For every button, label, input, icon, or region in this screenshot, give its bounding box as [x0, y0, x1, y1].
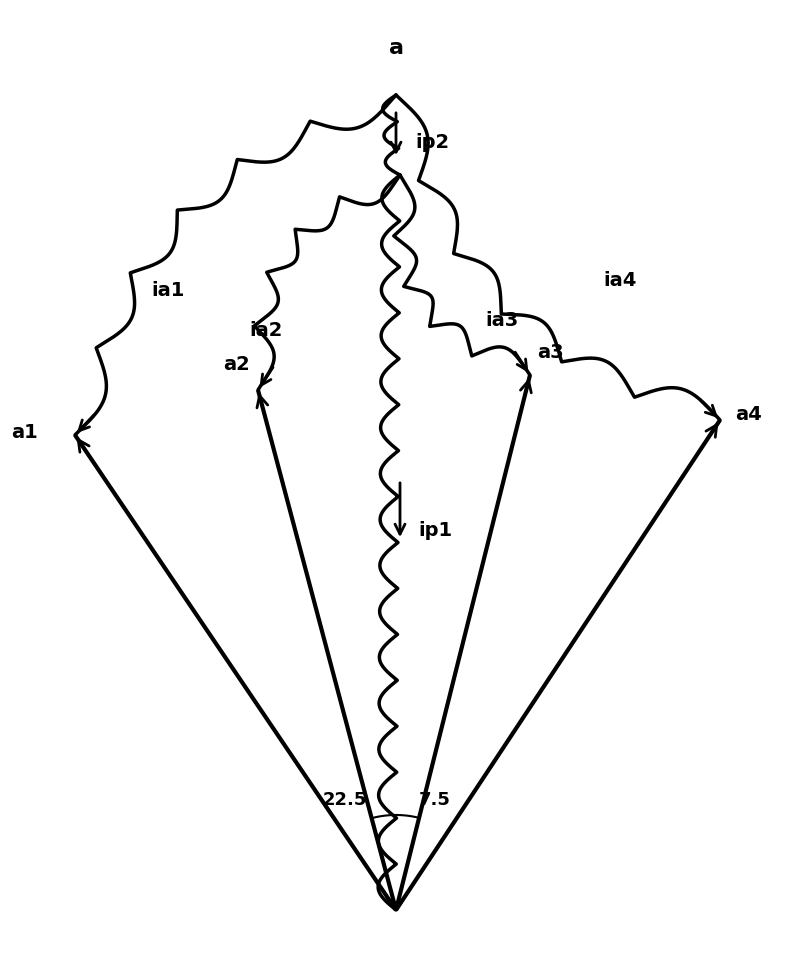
Text: ia2: ia2 [249, 321, 283, 339]
Text: a2: a2 [223, 356, 250, 374]
Text: 7.5: 7.5 [419, 791, 451, 809]
Text: ia4: ia4 [604, 270, 637, 290]
Text: a3: a3 [537, 342, 564, 362]
Text: a1: a1 [11, 422, 38, 442]
Text: ip1: ip1 [418, 521, 452, 539]
Text: a4: a4 [735, 406, 762, 424]
Text: ip2: ip2 [415, 134, 449, 152]
Text: ia3: ia3 [485, 310, 518, 330]
Text: a: a [389, 38, 403, 58]
Text: 22.5: 22.5 [323, 791, 367, 809]
Text: ia1: ia1 [151, 281, 185, 299]
